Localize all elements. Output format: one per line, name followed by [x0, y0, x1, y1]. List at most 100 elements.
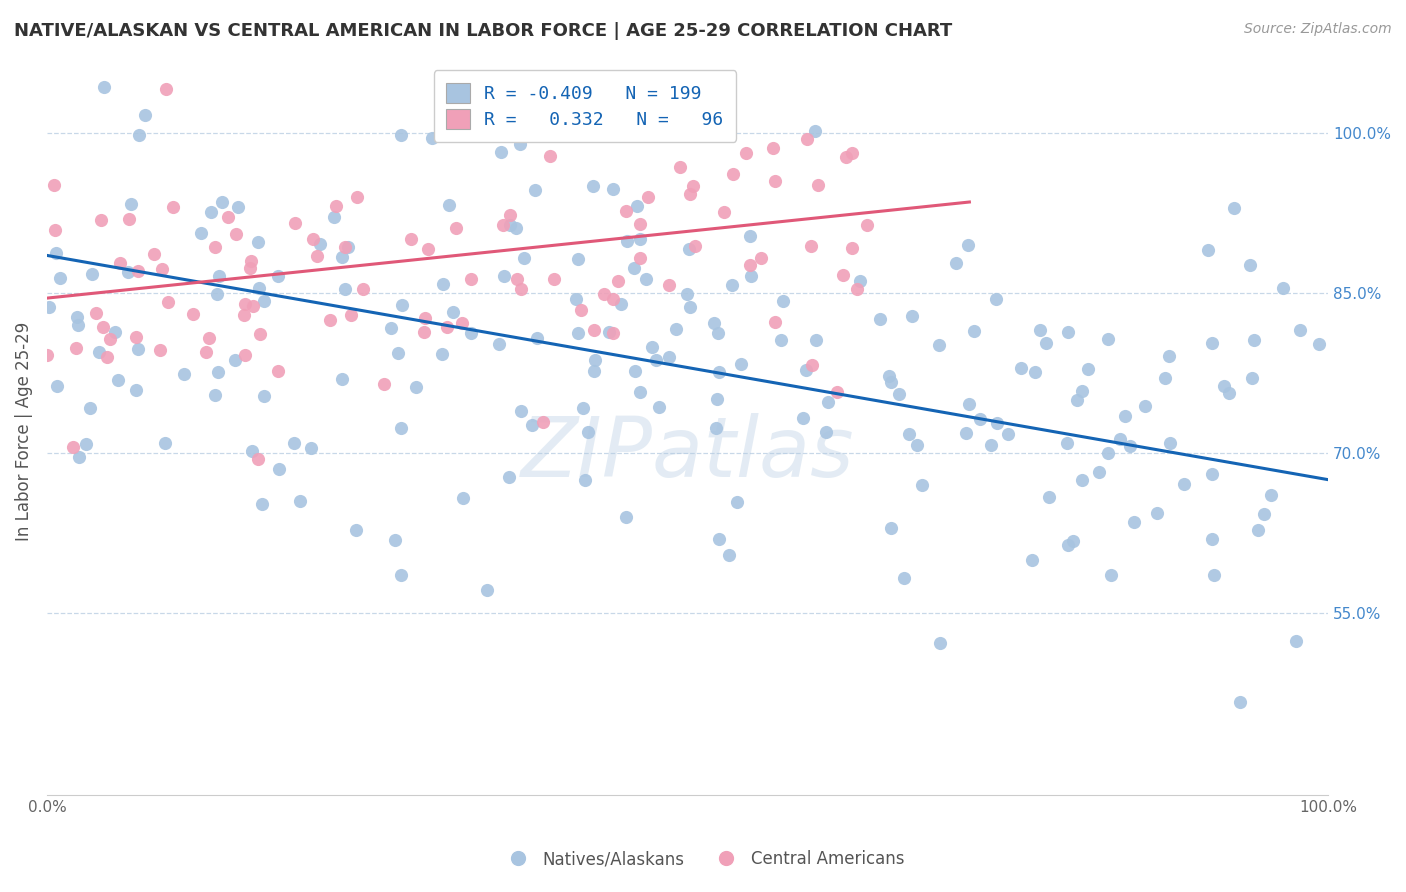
- Point: [437, 198, 460, 212]
- Point: [749, 251, 772, 265]
- Point: [1223, 202, 1246, 216]
- Point: [709, 532, 731, 546]
- Point: [613, 125, 636, 139]
- Point: [762, 141, 785, 155]
- Point: [240, 444, 263, 458]
- Point: [96, 350, 118, 364]
- Point: [730, 357, 752, 371]
- Point: [333, 282, 356, 296]
- Point: [513, 252, 536, 266]
- Point: [233, 348, 256, 362]
- Point: [323, 210, 346, 224]
- Point: [839, 42, 862, 56]
- Point: [87, 345, 110, 359]
- Point: [526, 331, 548, 345]
- Point: [1035, 336, 1057, 351]
- Point: [143, 247, 166, 261]
- Point: [1241, 371, 1264, 385]
- Point: [1202, 567, 1225, 582]
- Point: [432, 277, 454, 291]
- Legend: R = -0.409   N = 199, R =   0.332   N =   96: R = -0.409 N = 199, R = 0.332 N = 96: [434, 70, 737, 142]
- Point: [1229, 694, 1251, 708]
- Point: [725, 495, 748, 509]
- Point: [155, 81, 177, 95]
- Point: [339, 308, 361, 322]
- Point: [1173, 476, 1195, 491]
- Point: [969, 412, 991, 426]
- Point: [845, 282, 868, 296]
- Point: [723, 167, 745, 181]
- Point: [117, 265, 139, 279]
- Point: [986, 416, 1008, 430]
- Point: [307, 249, 329, 263]
- Point: [817, 395, 839, 409]
- Point: [211, 195, 233, 210]
- Point: [335, 240, 357, 254]
- Text: Source: ZipAtlas.com: Source: ZipAtlas.com: [1244, 22, 1392, 37]
- Point: [233, 296, 256, 310]
- Point: [247, 281, 270, 295]
- Point: [905, 438, 928, 452]
- Point: [814, 425, 837, 439]
- Point: [679, 186, 702, 201]
- Point: [190, 226, 212, 240]
- Point: [1197, 244, 1219, 258]
- Point: [869, 312, 891, 326]
- Point: [1119, 439, 1142, 453]
- Point: [460, 272, 482, 286]
- Point: [614, 203, 637, 218]
- Point: [494, 269, 516, 284]
- Point: [436, 320, 458, 334]
- Point: [153, 435, 176, 450]
- Point: [49, 270, 72, 285]
- Point: [509, 137, 531, 152]
- Point: [266, 364, 288, 378]
- Point: [735, 145, 758, 160]
- Point: [399, 232, 422, 246]
- Point: [800, 358, 823, 372]
- Point: [1021, 553, 1043, 567]
- Point: [602, 292, 624, 306]
- Point: [204, 388, 226, 402]
- Point: [302, 232, 325, 246]
- Point: [624, 364, 647, 378]
- Point: [45, 245, 67, 260]
- Point: [1097, 332, 1119, 346]
- Point: [505, 272, 527, 286]
- Point: [658, 350, 681, 364]
- Point: [880, 376, 903, 390]
- Point: [65, 310, 87, 324]
- Point: [432, 347, 454, 361]
- Point: [1038, 490, 1060, 504]
- Point: [583, 353, 606, 368]
- Point: [1077, 361, 1099, 376]
- Point: [510, 404, 533, 418]
- Point: [217, 210, 239, 224]
- Point: [897, 427, 920, 442]
- Point: [492, 218, 515, 232]
- Point: [1062, 534, 1084, 549]
- Point: [740, 268, 762, 283]
- Point: [647, 401, 669, 415]
- Point: [1201, 336, 1223, 351]
- Point: [679, 301, 702, 315]
- Point: [1088, 465, 1111, 479]
- Point: [665, 322, 688, 336]
- Point: [346, 523, 368, 537]
- Point: [46, 379, 69, 393]
- Point: [772, 293, 794, 308]
- Point: [806, 333, 828, 347]
- Point: [523, 182, 546, 196]
- Point: [205, 287, 228, 301]
- Point: [1099, 568, 1122, 582]
- Point: [682, 178, 704, 193]
- Point: [79, 401, 101, 416]
- Point: [834, 150, 856, 164]
- Point: [451, 317, 474, 331]
- Point: [134, 108, 156, 122]
- Point: [208, 268, 231, 283]
- Point: [980, 438, 1002, 452]
- Point: [118, 211, 141, 226]
- Point: [607, 274, 630, 288]
- Point: [267, 269, 290, 284]
